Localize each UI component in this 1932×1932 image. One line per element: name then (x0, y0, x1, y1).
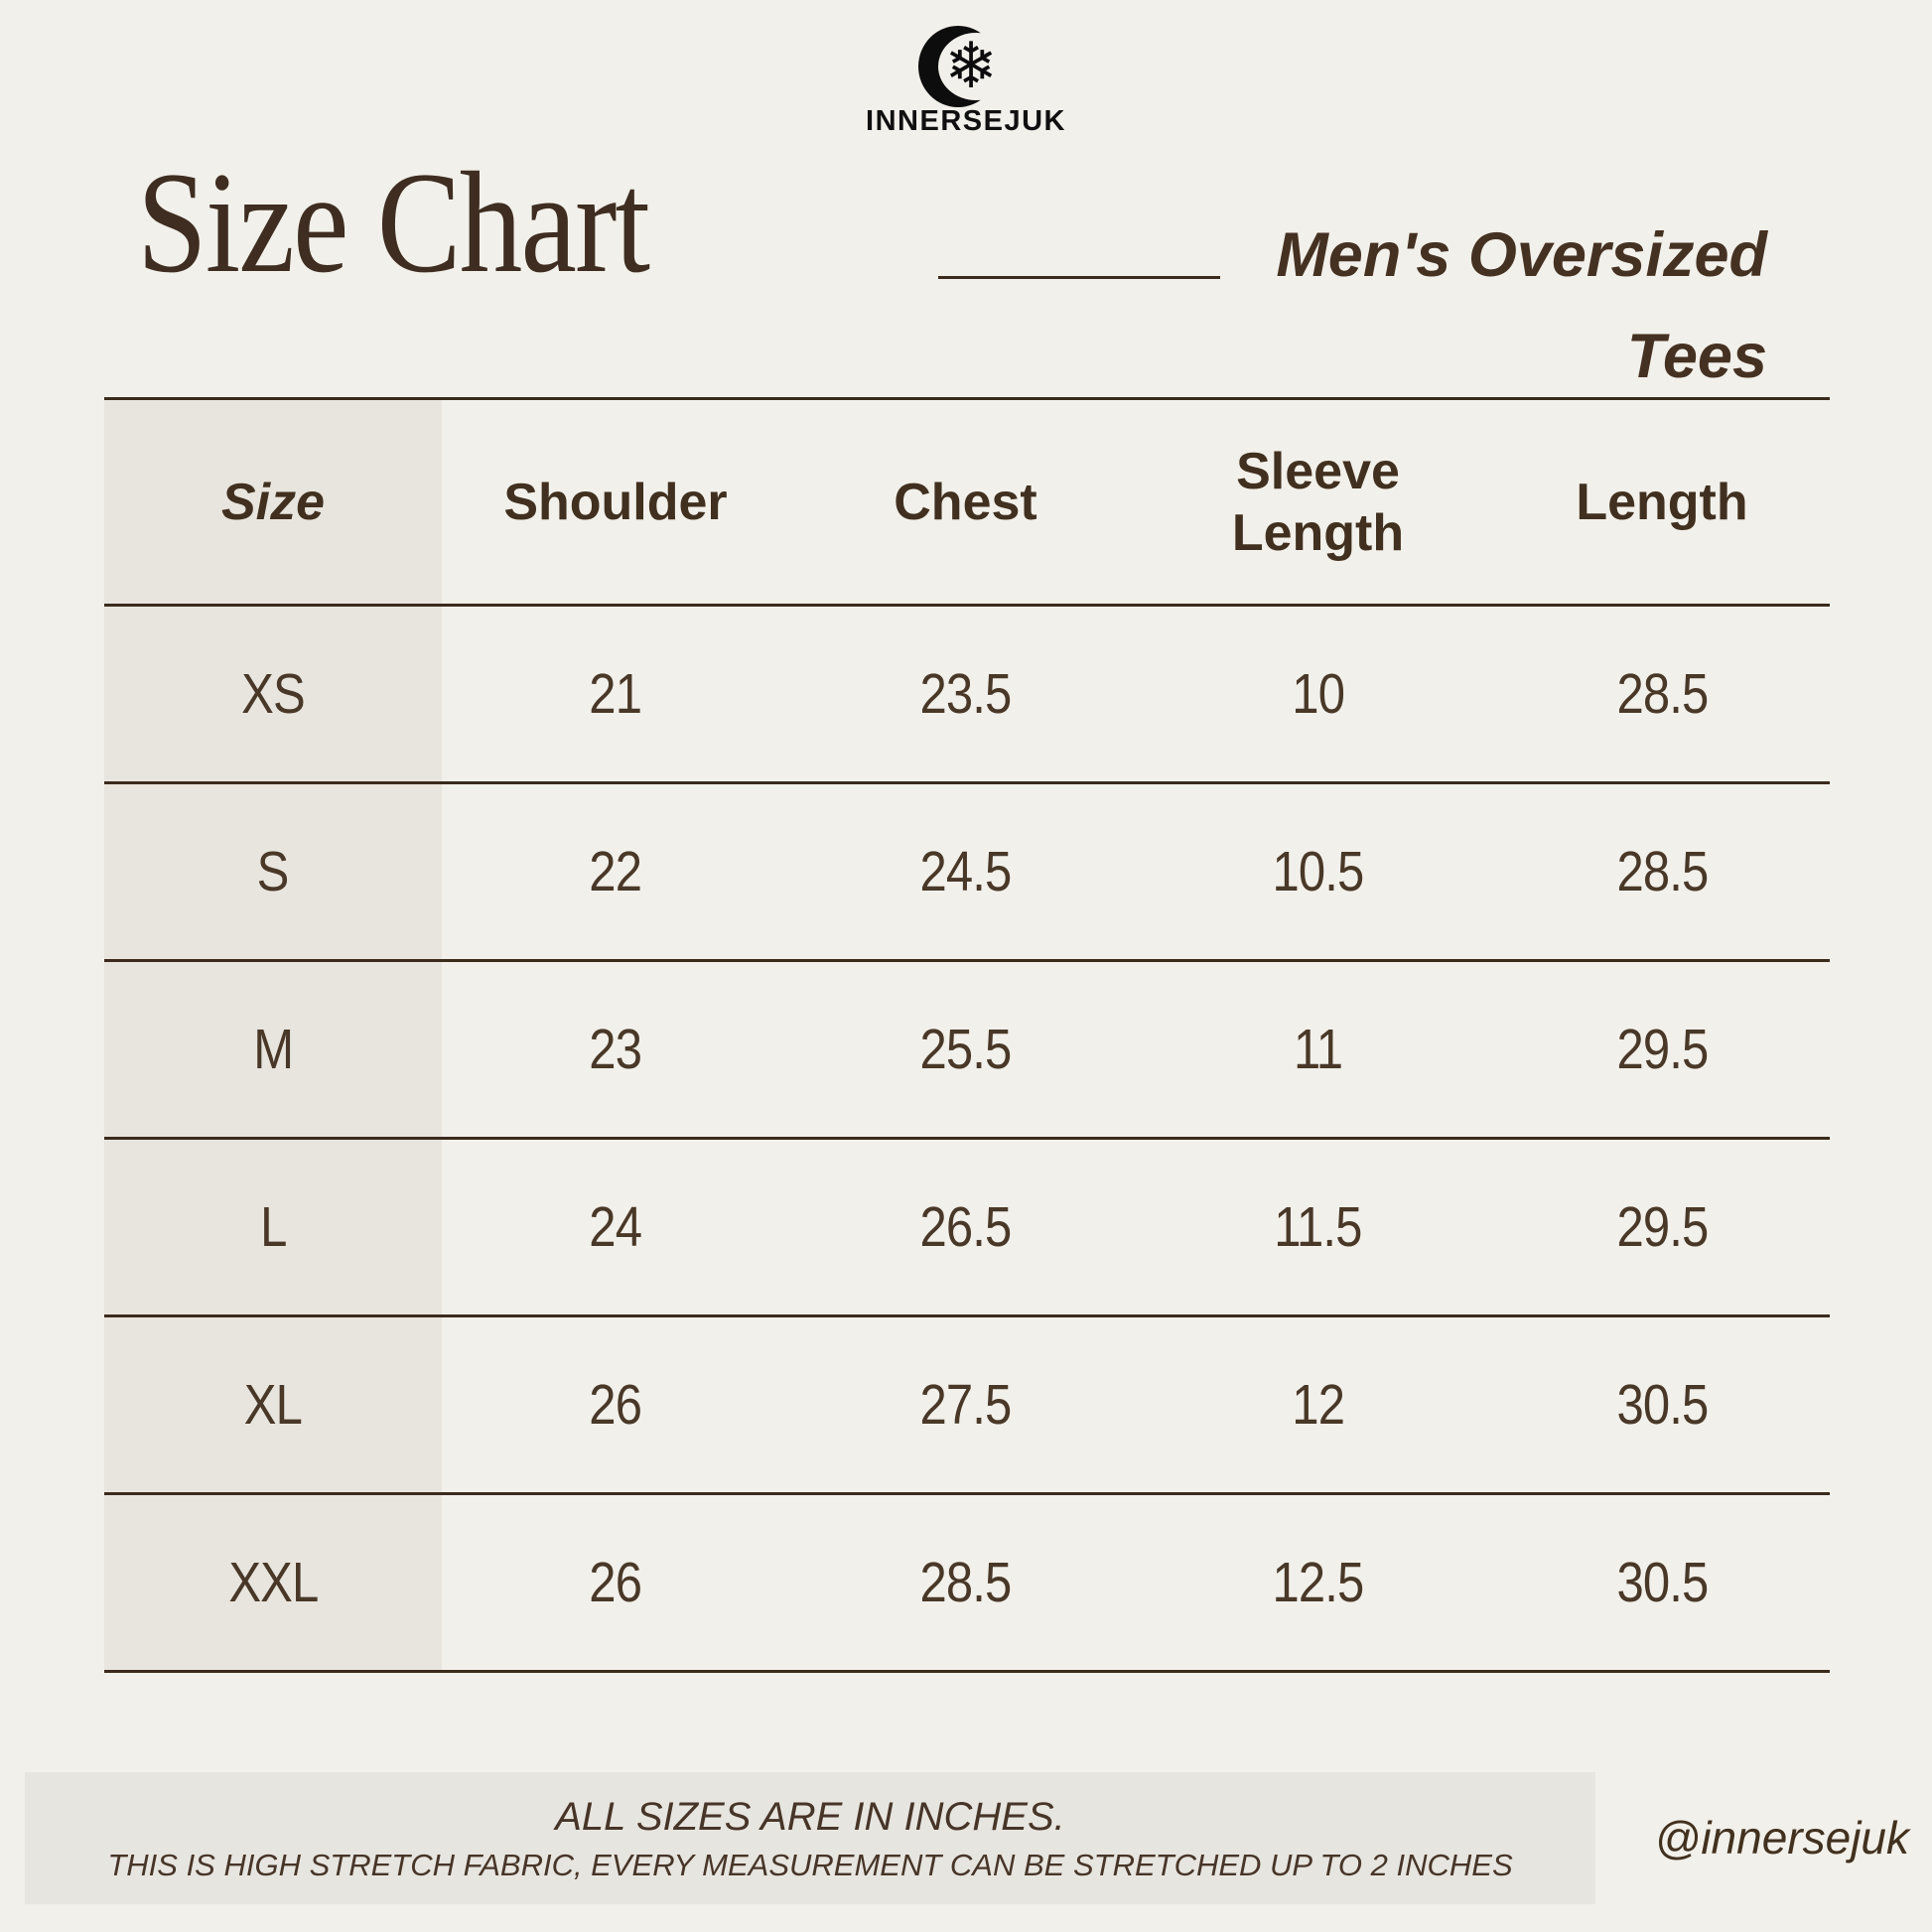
column-header-shoulder: Shoulder (503, 473, 728, 531)
shoulder-value: 22 (589, 840, 643, 903)
sleeve-length-value: 12 (1292, 1373, 1345, 1437)
table-row-s: S 22 24.5 10.5 28.5 (104, 784, 1830, 962)
footer-note-panel: ALL SIZES ARE IN INCHES. THIS IS HIGH ST… (25, 1772, 1595, 1904)
brand-name: INNERSEJUK (866, 105, 1066, 137)
footer-note-primary: ALL SIZES ARE IN INCHES. (555, 1794, 1065, 1839)
size-label: M (104, 962, 442, 1137)
title-divider-line (938, 276, 1220, 279)
size-label: XL (104, 1317, 442, 1492)
table-row-xxl: XXL 26 28.5 12.5 30.5 (104, 1495, 1830, 1673)
shoulder-value: 26 (589, 1551, 643, 1614)
page-title: Size Chart (137, 142, 650, 303)
length-value: 29.5 (1616, 1018, 1709, 1081)
chest-value: 25.5 (919, 1018, 1013, 1081)
column-header-sleeve-length: Sleeve Length (1231, 442, 1405, 562)
sleeve-length-value: 11 (1293, 1018, 1343, 1081)
length-value: 30.5 (1616, 1373, 1709, 1437)
sleeve-length-value: 12.5 (1272, 1551, 1365, 1614)
shoulder-value: 21 (589, 662, 643, 726)
size-table: Size Shoulder Chest Sleeve Length Length… (104, 397, 1830, 1673)
chest-value: 26.5 (919, 1195, 1013, 1259)
table-row-xl: XL 26 27.5 12 30.5 (104, 1317, 1830, 1495)
crescent-moon-cutout (938, 33, 1014, 100)
size-label: XXL (104, 1495, 442, 1670)
length-value: 28.5 (1616, 840, 1709, 903)
product-name: Men's Oversized Tees (1276, 205, 1767, 407)
table-row-l: L 24 26.5 11.5 29.5 (104, 1140, 1830, 1317)
shoulder-value: 26 (589, 1373, 643, 1437)
size-label: L (104, 1140, 442, 1314)
brand-logo: ❄ (916, 24, 1026, 109)
footer-note-secondary: THIS IS HIGH STRETCH FABRIC, EVERY MEASU… (107, 1847, 1513, 1882)
chest-value: 27.5 (919, 1373, 1013, 1437)
product-name-line1: Men's Oversized (1276, 220, 1767, 290)
product-name-line2: Tees (1626, 322, 1767, 391)
sleeve-length-value: 10 (1292, 662, 1345, 726)
social-handle: @innersejuk (1654, 1812, 1909, 1863)
chest-value: 24.5 (919, 840, 1013, 903)
size-label: S (104, 784, 442, 959)
column-header-chest: Chest (894, 473, 1037, 531)
length-value: 29.5 (1616, 1195, 1709, 1259)
length-value: 28.5 (1616, 662, 1709, 726)
column-header-length: Length (1576, 473, 1748, 531)
table-row-xs: XS 21 23.5 10 28.5 (104, 607, 1830, 784)
sleeve-length-value: 11.5 (1274, 1195, 1362, 1259)
table-header-row: Size Shoulder Chest Sleeve Length Length (104, 400, 1830, 607)
shoulder-value: 23 (589, 1018, 643, 1081)
size-label: XS (104, 607, 442, 781)
column-header-size: Size (104, 400, 442, 604)
snowflake-icon: ❄ (944, 30, 998, 101)
length-value: 30.5 (1616, 1551, 1709, 1614)
shoulder-value: 24 (589, 1195, 643, 1259)
chest-value: 28.5 (919, 1551, 1013, 1614)
sleeve-length-value: 10.5 (1272, 840, 1365, 903)
table-row-m: M 23 25.5 11 29.5 (104, 962, 1830, 1140)
chest-value: 23.5 (919, 662, 1013, 726)
